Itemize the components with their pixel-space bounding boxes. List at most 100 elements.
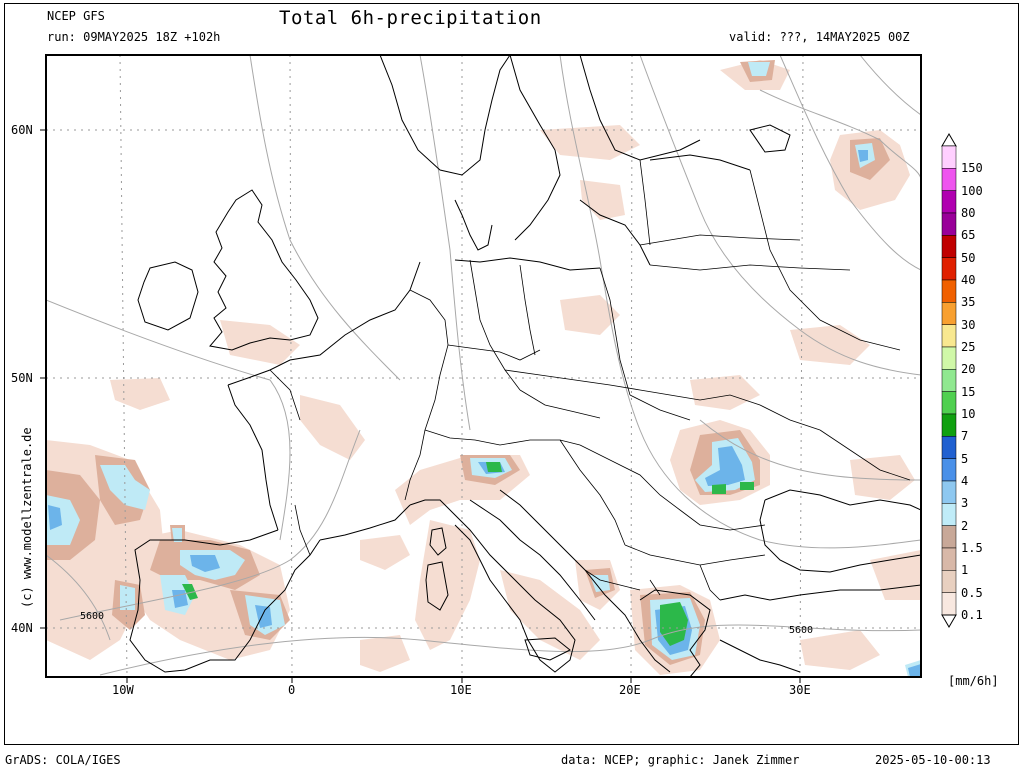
- precip-area: [300, 395, 365, 460]
- precip-area: [120, 585, 135, 610]
- precip-area: [486, 462, 502, 472]
- colorbar-level-label: 1: [961, 563, 969, 578]
- precip-area: [580, 180, 625, 220]
- precip-area: [182, 584, 198, 600]
- colorbar-level-label: 10: [961, 407, 976, 421]
- precip-area: [48, 505, 62, 530]
- precip-area: [705, 446, 745, 486]
- colorbar-level-label: 150: [961, 161, 983, 176]
- colorbar-swatch: [941, 480, 957, 504]
- colorbar-swatch: [941, 302, 957, 325]
- lat-label-40n: 40N: [11, 621, 33, 635]
- colorbar-level-label: 25: [961, 340, 976, 354]
- generation-timestamp: 2025-05-10-00:13: [875, 753, 991, 767]
- colorbar-swatch: [941, 235, 957, 258]
- colorbar-level-label: 80: [961, 206, 976, 220]
- precip-area: [560, 295, 620, 335]
- country-borders: [269, 159, 911, 601]
- lat-label-60n: 60N: [11, 123, 33, 137]
- chart-title: Total 6h-precipitation: [279, 7, 542, 29]
- precip-area: [190, 555, 220, 572]
- copyright-credit: (c) www.modellzentrale.de: [20, 427, 34, 608]
- colorbar-level-label: 30: [961, 317, 976, 332]
- colorbar-top-arrow: [941, 133, 957, 147]
- coastlines-borders: [129, 55, 921, 677]
- colorbar-unit: [mm/6h]: [948, 674, 999, 688]
- precip-area: [660, 602, 688, 646]
- colorbar-swatch: [941, 458, 957, 482]
- precip-area: [360, 535, 410, 570]
- map-area: [46, 55, 921, 677]
- data-source: data: NCEP; graphic: Janek Zimmer: [561, 753, 800, 767]
- colorbar-level-label: 4: [961, 474, 969, 488]
- precip-area: [740, 482, 754, 490]
- colorbar-level-label: 5: [961, 451, 969, 466]
- precip-area: [850, 455, 915, 500]
- precip-area: [870, 550, 921, 600]
- colorbar-level-label: 3: [961, 496, 969, 511]
- colorbar-swatch: [941, 190, 957, 214]
- precip-area: [172, 590, 188, 608]
- chart-frame: [4, 3, 1019, 745]
- lat-label-50n: 50N: [11, 371, 33, 385]
- colorbar-swatch: [941, 391, 957, 415]
- colorbar-level-label: 40: [961, 273, 976, 287]
- colorbar-swatch: [941, 279, 957, 303]
- colorbar-level-label: 1.5: [961, 541, 983, 555]
- precip-area: [360, 635, 410, 672]
- precip-area: [590, 575, 610, 592]
- run-info: run: 09MAY2025 18Z +102h: [47, 30, 221, 44]
- colorbar: [941, 133, 957, 628]
- graticule: [46, 55, 921, 677]
- software-credit: GrADS: COLA/IGES: [5, 753, 121, 767]
- model-name: NCEP GFS: [47, 9, 105, 23]
- lon-label-20e: 20E: [619, 683, 641, 697]
- colorbar-level-label: 20: [961, 362, 976, 377]
- colorbar-swatch: [941, 436, 957, 459]
- precip-area: [712, 484, 726, 494]
- colorbar-swatch: [941, 257, 957, 281]
- colorbar-swatch: [941, 547, 957, 571]
- colorbar-swatch: [941, 168, 957, 191]
- contour-label: 5600: [80, 611, 105, 622]
- colorbar-level-label: 15: [961, 384, 976, 399]
- colorbar-bottom-arrow: [941, 614, 957, 628]
- map-border: [45, 54, 922, 678]
- lon-label-10e: 10E: [450, 683, 472, 697]
- colorbar-level-label: 7: [961, 429, 969, 444]
- colorbar-level-label: 100: [961, 183, 983, 198]
- contour-label: 5600: [789, 625, 814, 636]
- lon-label-10w: 10W: [112, 683, 134, 697]
- colorbar-swatch: [941, 570, 957, 593]
- colorbar-swatch: [941, 413, 957, 437]
- precip-area: [500, 570, 600, 660]
- geopotential-contours: [46, 55, 921, 676]
- precip-area: [540, 125, 640, 160]
- precip-area: [800, 630, 880, 670]
- colorbar-swatch: [941, 525, 957, 549]
- valid-time: valid: ???, 14MAY2025 00Z: [729, 30, 910, 44]
- colorbar-level-label: 2: [961, 518, 969, 533]
- precip-area: [908, 664, 921, 677]
- colorbar-level-label: 0.5: [961, 585, 983, 600]
- colorbar-swatch: [941, 503, 957, 526]
- colorbar-level-label: 50: [961, 250, 976, 265]
- colorbar-swatch: [941, 346, 957, 370]
- precip-area: [172, 528, 182, 542]
- precip-area: [858, 150, 868, 162]
- precip-area: [100, 465, 150, 510]
- lon-label-30e: 30E: [789, 683, 811, 697]
- precip-7-15mm-areas: [182, 462, 754, 646]
- colorbar-swatch: [941, 212, 957, 236]
- precip-area: [220, 320, 300, 365]
- axis-ticks: [40, 129, 801, 683]
- colorbar-swatch: [941, 592, 957, 616]
- colorbar-swatch: [941, 145, 957, 169]
- precip-area: [415, 520, 480, 650]
- colorbar-level-label: 0.1: [961, 608, 983, 622]
- precip-area: [110, 378, 170, 410]
- precip-area: [748, 62, 770, 76]
- colorbar-swatch: [941, 324, 957, 348]
- colorbar-level-label: 35: [961, 295, 976, 310]
